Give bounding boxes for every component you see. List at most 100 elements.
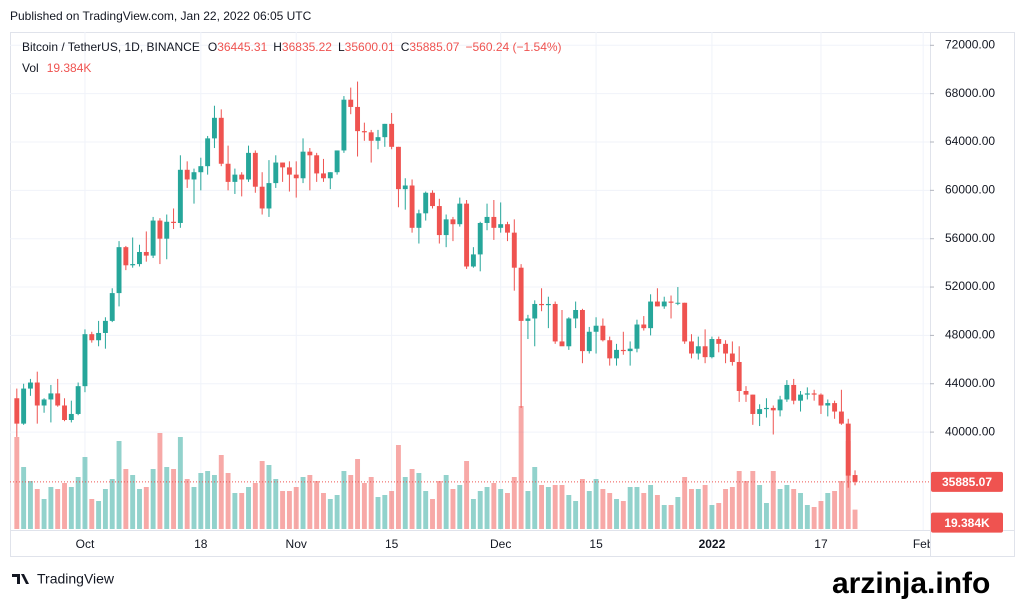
candle-body: [498, 224, 504, 228]
volume-bar: [82, 457, 88, 529]
candle-body: [259, 186, 265, 209]
volume-bar: [723, 489, 729, 529]
candle-body: [736, 361, 742, 391]
candle-body: [852, 475, 858, 482]
logo-icon: [12, 574, 29, 584]
candle-body: [273, 162, 279, 184]
volume-name: Vol: [22, 61, 39, 75]
volume-bar: [804, 505, 810, 529]
candle-body: [34, 382, 40, 406]
volume-bar: [491, 483, 497, 529]
candle-body: [798, 394, 803, 401]
candle-body: [525, 318, 531, 321]
candle-body: [450, 219, 456, 225]
volume-bar: [518, 406, 524, 529]
candle-body: [321, 173, 326, 179]
candle-body: [505, 224, 510, 233]
volume-bar: [164, 467, 170, 529]
volume-bar: [627, 487, 633, 529]
watermark: arzinja.info: [832, 567, 990, 600]
volume-bar: [123, 469, 129, 529]
candle-body: [477, 222, 483, 255]
candle-body: [784, 384, 790, 400]
volume-bar: [68, 487, 74, 529]
candle-body: [552, 303, 558, 342]
ohlc-key: L: [338, 40, 345, 54]
symbol: Bitcoin / TetherUS, 1D, BINANCE: [22, 40, 200, 54]
volume-bar: [579, 479, 585, 529]
volume-bar: [532, 467, 538, 529]
candle-body: [96, 332, 102, 341]
candle-body: [14, 398, 20, 424]
candle-body: [532, 303, 538, 319]
volume-bar: [505, 493, 510, 529]
y-tick-label: 68000.00: [945, 86, 995, 100]
candle-body: [157, 220, 163, 239]
candle-body: [648, 301, 654, 329]
x-tick-label: 15: [589, 537, 603, 551]
candle-body: [55, 393, 61, 406]
candle-body: [314, 155, 320, 174]
volume-bar: [654, 495, 660, 529]
candle-body: [593, 325, 599, 332]
candle-body: [491, 216, 497, 228]
volume-bar: [525, 491, 531, 529]
volume-bar: [695, 489, 701, 529]
candle-body: [518, 267, 524, 321]
volume-bar: [498, 489, 504, 529]
volume-bar: [334, 495, 340, 529]
volume-bar: [811, 507, 817, 529]
price-tag: [931, 471, 1003, 492]
volume-legend: Vol 19.384K: [22, 61, 91, 75]
candle-body: [586, 331, 592, 352]
volume-bar: [702, 485, 708, 529]
candle-body: [334, 150, 340, 173]
volume-bar: [293, 487, 299, 529]
candle-body: [150, 220, 156, 256]
candle-body: [184, 169, 190, 180]
candle-body: [177, 169, 183, 223]
candle-body: [395, 146, 401, 190]
candle-body: [198, 166, 204, 173]
candle-body: [791, 384, 797, 401]
candle-body: [689, 341, 694, 354]
volume-bar: [729, 487, 735, 529]
candle-body: [457, 203, 463, 225]
volume-bar: [225, 473, 231, 529]
candle-body: [109, 293, 115, 321]
volume-bar: [246, 487, 251, 529]
candle-body: [804, 393, 810, 395]
candle-body: [307, 151, 313, 156]
candle-body: [327, 172, 333, 179]
y-tick-label: 64000.00: [945, 134, 995, 148]
candle-body: [832, 403, 838, 412]
candle-body: [641, 324, 647, 329]
volume-bar: [559, 485, 565, 529]
candle-body: [82, 334, 88, 387]
candle-body: [470, 254, 476, 267]
y-tick-label: 52000.00: [945, 279, 995, 293]
candle-body: [818, 394, 824, 406]
candle-body: [668, 301, 674, 303]
price-tag-label: 35885.07: [942, 475, 992, 489]
volume-bar: [361, 483, 367, 529]
volume-bar: [96, 501, 102, 529]
volume-bar: [607, 493, 613, 529]
candle-body: [21, 388, 27, 424]
ohlc-key: O: [208, 40, 217, 54]
volume-bar: [832, 491, 838, 529]
candle-body: [763, 407, 769, 410]
volume-bar: [600, 489, 606, 529]
volume-bar: [273, 479, 279, 529]
candle-body: [436, 206, 442, 236]
candle-body: [191, 172, 197, 180]
symbol-legend: Bitcoin / TetherUS, 1D, BINANCE O36445.31…: [22, 40, 562, 54]
candle-body: [675, 302, 681, 304]
volume-bar: [450, 489, 456, 529]
candle-body: [729, 353, 735, 362]
volume-bar: [389, 491, 395, 529]
volume-bar: [457, 485, 463, 529]
volume-bar: [395, 445, 401, 529]
volume-bar: [464, 461, 470, 529]
volume-bar: [614, 499, 619, 529]
